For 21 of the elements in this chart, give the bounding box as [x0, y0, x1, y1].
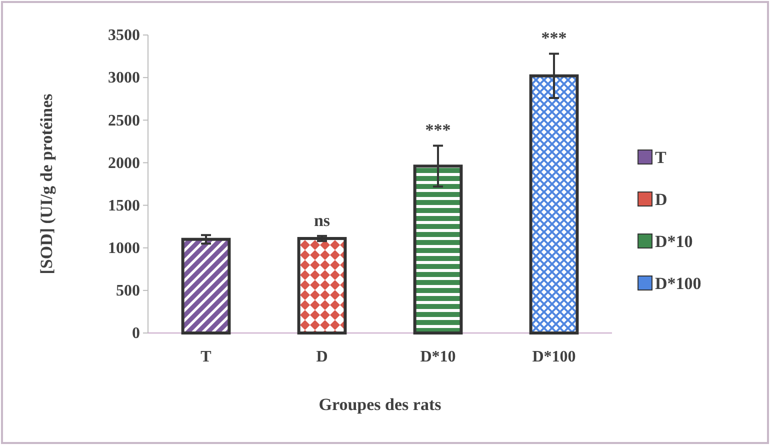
y-tick-label: 3500	[108, 27, 140, 44]
y-tick-label: 1000	[108, 240, 140, 257]
x-tick-label: D*10	[420, 348, 456, 366]
y-tick-label: 2000	[108, 154, 140, 172]
annotation: ***	[541, 28, 567, 48]
y-tick-label: 2500	[108, 112, 140, 130]
x-tick-label: D*100	[532, 348, 576, 366]
y-tick-label: 3000	[108, 70, 140, 87]
y-axis-title: [SOD] (UI/g de protéines	[37, 93, 56, 274]
y-tick-label: 500	[116, 282, 140, 300]
legend-label: D*10	[655, 232, 693, 251]
y-tick-label: 1500	[108, 197, 140, 214]
annotation: ns	[314, 210, 330, 230]
x-axis-title: Groupes des rats	[318, 395, 442, 414]
y-tick-label: 0	[132, 325, 140, 342]
legend-label: T	[655, 148, 667, 167]
annotation: ***	[425, 120, 451, 140]
legend-label: D	[655, 190, 668, 209]
x-tick-label: D	[316, 348, 328, 366]
legend-label: D*100	[655, 274, 702, 293]
x-tick-label: T	[200, 348, 212, 366]
